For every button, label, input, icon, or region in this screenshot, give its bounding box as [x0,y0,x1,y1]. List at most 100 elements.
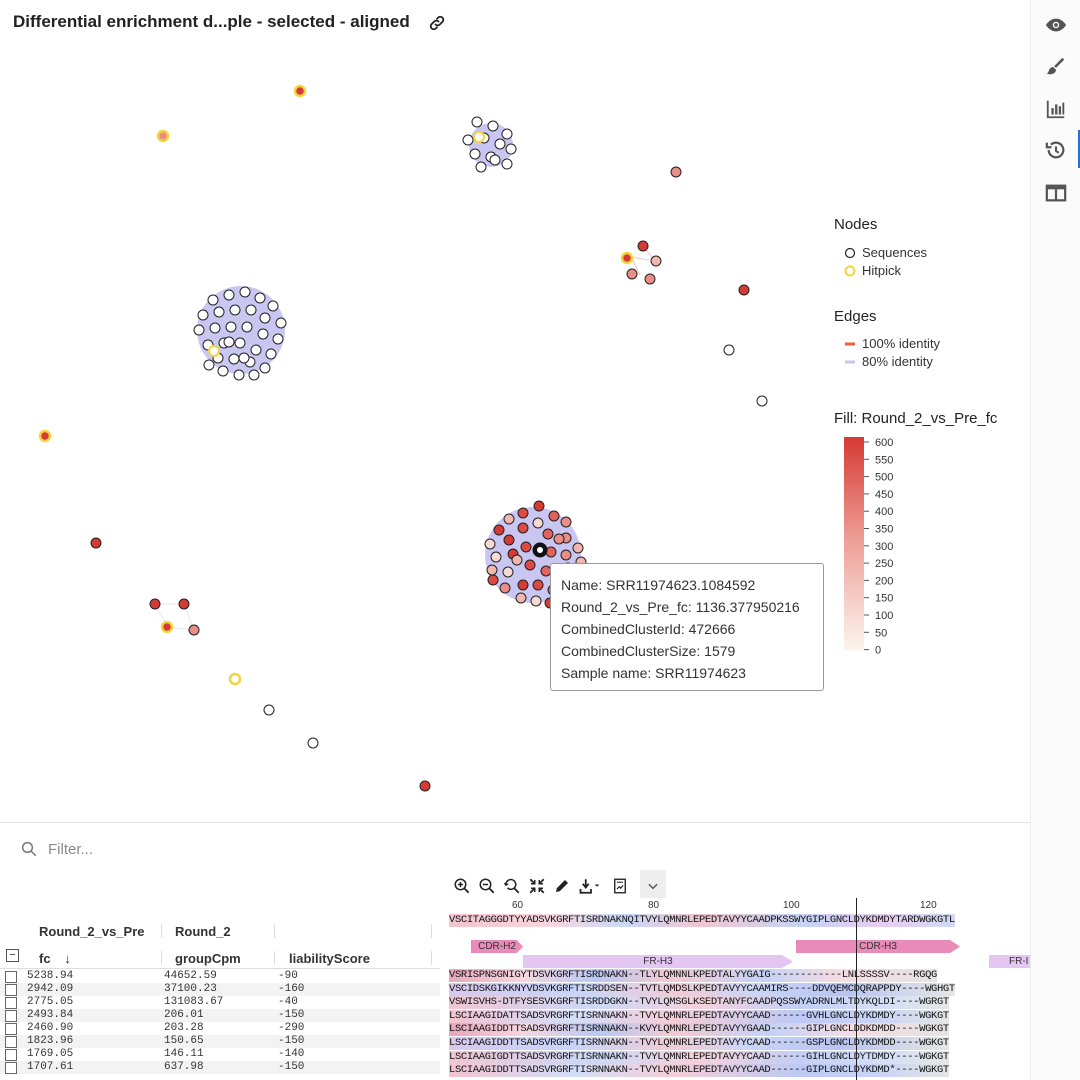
sequence-node[interactable] [738,284,750,296]
filter-input[interactable] [46,839,390,859]
pencil-icon[interactable] [551,875,573,897]
sequence-node[interactable] [245,304,257,316]
eye-icon[interactable] [1043,12,1069,38]
hitpick-node[interactable] [293,84,307,98]
sort-down-icon[interactable]: ↓ [64,951,71,966]
sequence-node[interactable] [213,306,225,318]
sequence-node[interactable] [487,120,499,132]
sequence-node[interactable] [178,598,190,610]
sequence-node[interactable] [670,166,682,178]
sequence-node[interactable] [475,161,487,173]
sequence-node[interactable] [209,322,221,334]
sequence-node[interactable] [501,158,513,170]
chevron-down-icon[interactable] [640,870,666,902]
zoom-out-icon[interactable] [476,875,498,897]
sequence-node[interactable] [462,134,474,146]
sequence-node[interactable] [545,546,557,558]
row-checkbox[interactable] [5,1023,17,1035]
sequence-node[interactable] [548,510,560,522]
sequence-node[interactable] [515,592,527,604]
hitpick-node[interactable] [473,131,485,143]
sequence-node[interactable] [223,336,235,348]
collapse-all-button[interactable]: − [6,949,19,962]
sequence-node[interactable] [560,549,572,561]
sequence-node[interactable] [228,353,240,365]
sequence-node[interactable] [572,542,584,554]
sequence-node[interactable] [524,559,536,571]
sequence-node[interactable] [499,582,511,594]
sequence-node[interactable] [197,309,209,321]
table-row[interactable]: 2493.84 206.01 -150 [0,1009,440,1022]
sequence-node[interactable] [517,579,529,591]
sequence-node[interactable] [263,704,275,716]
sequence-alignment-viewer[interactable]: 60 80 100 120 VSCITAGGGDTYYADSVKGRFTISRD… [449,898,1030,1080]
sequence-node[interactable] [259,312,271,324]
table-row[interactable]: 2942.09 37100.23 -160 [0,983,440,996]
sequence-node[interactable] [149,598,161,610]
sequence-node[interactable] [756,395,768,407]
sequence-node[interactable] [502,566,514,578]
sequence-node[interactable] [503,534,515,546]
sequence-node[interactable] [553,533,565,545]
sequence-node[interactable] [532,579,544,591]
sequence-node[interactable] [229,304,241,316]
sequence-node[interactable] [233,369,245,381]
selected-node-center[interactable] [537,547,543,553]
sequence-node[interactable] [207,294,219,306]
row-checkbox[interactable] [5,971,17,983]
sequence-node[interactable] [307,737,319,749]
sequence-node[interactable] [532,517,544,529]
sequence-node[interactable] [471,116,483,128]
col-header-fc[interactable]: fc ↓ [39,951,71,966]
table-row[interactable]: 1769.05 146.11 -140 [0,1048,440,1061]
sequence-node[interactable] [193,324,205,336]
sequence-node[interactable] [250,344,262,356]
sequence-node[interactable] [493,524,505,536]
zoom-reset-icon[interactable] [501,875,523,897]
row-checkbox[interactable] [5,1062,17,1074]
sequence-node[interactable] [217,365,229,377]
sequence-node[interactable] [223,289,235,301]
sequence-node[interactable] [241,321,253,333]
sequence-node[interactable] [626,268,638,280]
sequence-node[interactable] [484,538,496,550]
sequence-node[interactable] [723,344,735,356]
table-row[interactable]: 2460.90 203.28 -290 [0,1022,440,1035]
sequence-node[interactable] [486,564,498,576]
sequence-node[interactable] [530,595,542,607]
sequence-node[interactable] [225,321,237,333]
hitpick-node[interactable] [228,672,242,686]
sequence-node[interactable] [520,541,532,553]
table-row[interactable]: 2775.05 131083.67 -40 [0,996,440,1009]
sequence-node[interactable] [517,507,529,519]
brush-icon[interactable] [1043,54,1069,80]
bar-chart-icon[interactable] [1043,96,1069,122]
layout-columns-icon[interactable] [1043,180,1069,206]
sequence-node[interactable] [239,286,251,298]
hitpick-node[interactable] [620,251,634,265]
sequence-node[interactable] [469,148,481,160]
sequence-node[interactable] [275,317,287,329]
sequence-node[interactable] [487,574,499,586]
sequence-node[interactable] [560,516,572,528]
sequence-node[interactable] [490,551,502,563]
sequence-node[interactable] [637,240,649,252]
sequence-node[interactable] [494,138,506,150]
row-checkbox[interactable] [5,1049,17,1061]
row-checkbox[interactable] [5,1010,17,1022]
sequence-node[interactable] [650,255,662,267]
sequence-node[interactable] [238,352,250,364]
sequence-node[interactable] [533,500,545,512]
row-checkbox[interactable] [5,997,17,1009]
history-icon[interactable] [1043,137,1069,163]
sequence-node[interactable] [234,337,246,349]
sequence-node[interactable] [248,369,260,381]
sequence-node[interactable] [254,292,266,304]
sequence-node[interactable] [505,143,517,155]
sequence-node[interactable] [272,333,284,345]
sequence-node[interactable] [644,273,656,285]
sequence-node[interactable] [265,348,277,360]
row-checkbox[interactable] [5,984,17,996]
report-icon[interactable] [609,875,631,897]
